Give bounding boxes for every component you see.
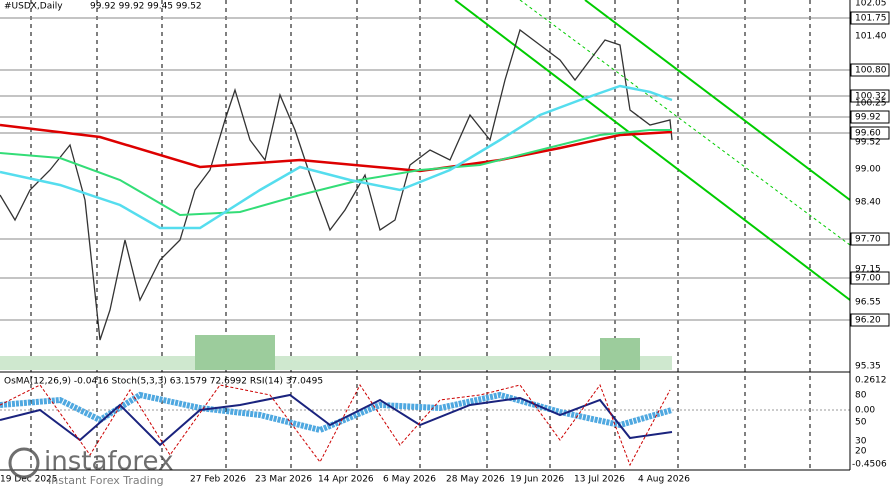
logo-tagline: Instant Forex Trading [48, 474, 164, 487]
date-label: 19 Dec 2025 [0, 475, 58, 485]
indicator-axis: 0.2612 80 0.00 50 30 20 -0.4506 [852, 376, 887, 470]
indicator-label: 80 [855, 391, 867, 401]
symbol-title: #USDX,Daily [4, 2, 63, 12]
date-label: 19 Jun 2026 [510, 475, 564, 485]
date-label: 4 Aug 2026 [638, 475, 690, 485]
logo: instaforex Instant Forex Trading [8, 447, 173, 487]
date-axis: 19 Dec 2025 27 Feb 2026 23 Mar 2026 14 A… [0, 475, 690, 485]
date-label: 28 May 2026 [446, 475, 505, 485]
indicator-lines [0, 383, 850, 467]
date-label: 13 Jul 2026 [574, 475, 625, 485]
price-label: 97.15 [855, 265, 881, 275]
price-label: 97.00 [855, 274, 881, 284]
indicator-label: -0.4506 [852, 460, 887, 470]
price-axis: 102.05 101.75 101.40 100.80 100.32 100.2… [850, 0, 890, 372]
indicator-label: 50 [855, 418, 867, 428]
chart-lines [0, 0, 851, 341]
date-label: 23 Mar 2026 [255, 475, 312, 485]
price-label: 98.40 [855, 198, 881, 208]
date-label: 27 Feb 2026 [190, 475, 246, 485]
price-label: 99.60 [855, 129, 881, 139]
price-label: 101.40 [855, 32, 887, 42]
price-label: 99.52 [855, 138, 881, 148]
ohlc: 99.92 99.92 99.45 99.52 [90, 2, 202, 12]
price-label: 97.70 [855, 235, 881, 245]
price-label: 100.80 [855, 66, 887, 76]
price-label: 102.05 [855, 0, 887, 9]
indicator-title: OsMA(12,26,9) -0.0416 Stoch(5,3,3) 63.15… [4, 377, 323, 387]
price-label: 100.25 [855, 99, 887, 109]
grid [0, 0, 850, 470]
indicator-label: 0.00 [855, 406, 875, 416]
price-label: 100.32 [855, 92, 887, 102]
volume [0, 335, 672, 370]
indicator-label: 0.2612 [855, 376, 887, 386]
price-label: 96.20 [855, 316, 881, 326]
price-label: 95.35 [855, 362, 881, 372]
date-label: 14 Apr 2026 [318, 475, 374, 485]
price-label: 99.00 [855, 165, 881, 175]
indicator-label: 30 [855, 437, 867, 447]
price-label: 99.92 [855, 113, 881, 123]
price-label: 96.55 [855, 298, 881, 308]
price-label: 101.75 [855, 14, 887, 24]
logo-name: instaforex [44, 447, 173, 477]
date-label: 6 May 2026 [383, 475, 436, 485]
indicator-label: 20 [855, 447, 867, 457]
